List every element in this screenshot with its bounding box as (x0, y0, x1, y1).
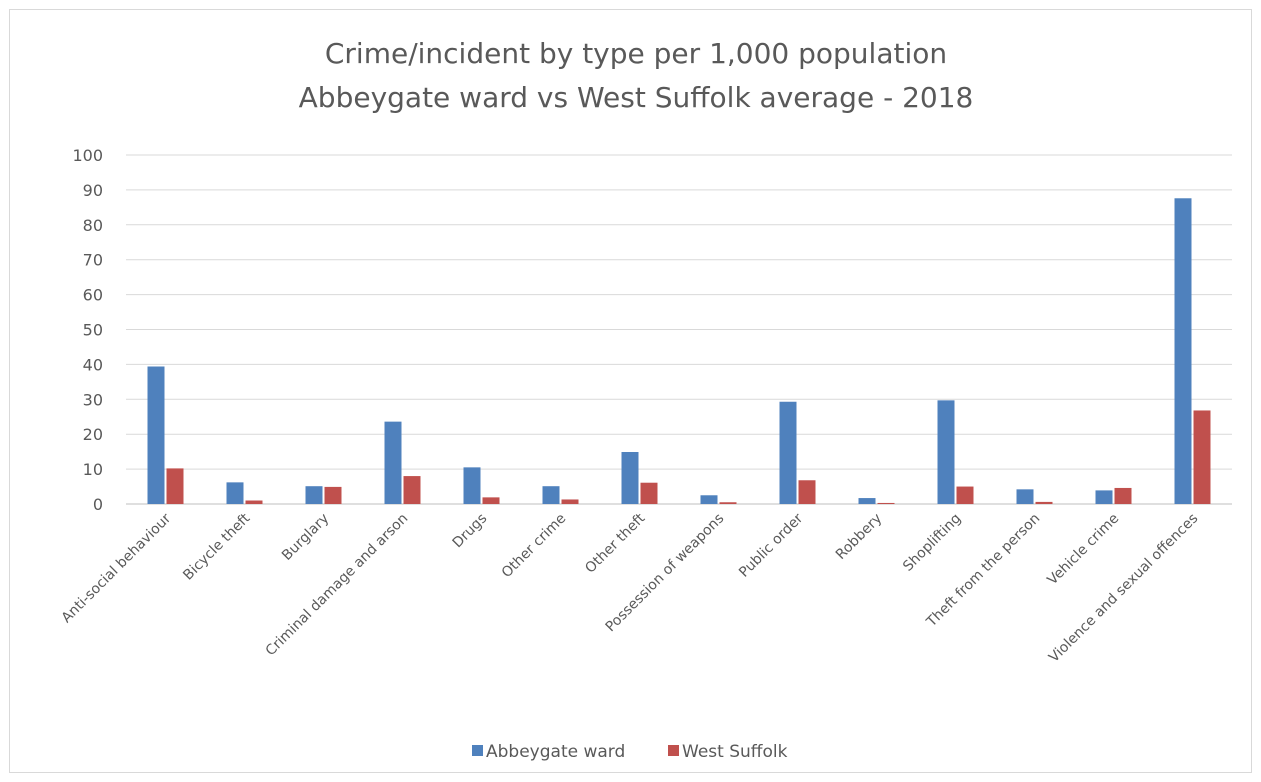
y-tick-label: 30 (83, 390, 103, 409)
x-tick-label: Criminal damage and arson (263, 511, 412, 660)
legend-item-abbeygate: Abbeygate ward (472, 742, 625, 762)
bar-west-suffolk (166, 468, 184, 504)
bar-abbeygate (1174, 198, 1192, 504)
y-tick-label: 100 (72, 146, 103, 165)
bar-west-suffolk (482, 497, 500, 504)
y-tick-label: 0 (93, 495, 103, 514)
bar-west-suffolk (640, 482, 658, 504)
x-tick-label: Drugs (450, 511, 491, 552)
legend-label: Abbeygate ward (486, 742, 625, 762)
bar-west-suffolk (324, 486, 342, 504)
y-tick-label: 40 (83, 355, 103, 374)
y-tick-label: 80 (83, 216, 103, 235)
y-tick-label: 20 (83, 425, 103, 444)
y-tick-label: 70 (83, 251, 103, 270)
bar-abbeygate (1016, 489, 1034, 504)
legend-label: West Suffolk (682, 742, 788, 762)
chart-frame (9, 9, 1252, 773)
bar-west-suffolk (561, 499, 579, 504)
bar-west-suffolk (1193, 410, 1211, 504)
y-tick-label: 10 (83, 460, 103, 479)
x-tick-label: Shoplifting (900, 511, 964, 575)
x-tick-label: Other crime (499, 511, 570, 582)
chart-title-line-1: Crime/incident by type per 1,000 populat… (325, 37, 947, 70)
bar-west-suffolk (798, 480, 816, 504)
bars (147, 198, 1211, 504)
legend-swatch (668, 745, 679, 756)
chart-title-line-2: Abbeygate ward vs West Suffolk average -… (299, 81, 974, 114)
bar-west-suffolk (403, 476, 421, 504)
bar-abbeygate (700, 495, 718, 504)
bar-abbeygate (305, 486, 323, 504)
bar-abbeygate (779, 401, 797, 504)
x-tick-label: Anti-social behaviour (59, 510, 175, 626)
bar-abbeygate (858, 498, 876, 504)
bar-abbeygate (463, 467, 481, 504)
bar-west-suffolk (1114, 487, 1132, 504)
legend-item-west-suffolk: West Suffolk (668, 742, 788, 762)
chart-title: Crime/incident by type per 1,000 populat… (299, 37, 974, 114)
grid-lines (126, 154, 1232, 505)
x-tick-label: Public order (736, 510, 806, 580)
bar-west-suffolk (719, 502, 737, 504)
x-tick-label: Vehicle crime (1044, 511, 1122, 589)
bar-abbeygate (384, 421, 402, 504)
bar-abbeygate (542, 486, 560, 504)
x-axis-labels: Anti-social behaviour Bicycle theft Burgla… (59, 510, 1202, 666)
x-tick-label: Robbery (833, 511, 885, 563)
y-tick-label: 60 (83, 286, 103, 305)
bar-west-suffolk (1035, 501, 1053, 504)
legend: Abbeygate ward West Suffolk (472, 742, 788, 762)
y-axis-ticks: 0 10 20 30 40 50 60 70 80 90 100 (72, 146, 103, 514)
bar-abbeygate (226, 482, 244, 504)
bar-abbeygate (147, 366, 165, 504)
bar-abbeygate (937, 400, 955, 504)
x-tick-label: Violence and sexual offences (1046, 511, 1201, 666)
bar-abbeygate (1095, 490, 1113, 504)
legend-swatch (472, 745, 483, 756)
bar-west-suffolk (245, 500, 263, 504)
x-tick-label: Bicycle theft (180, 510, 253, 583)
x-tick-label: Burglary (279, 511, 332, 564)
y-tick-label: 90 (83, 181, 103, 200)
bar-west-suffolk (877, 502, 895, 504)
y-tick-label: 50 (83, 321, 103, 340)
x-tick-label: Other theft (582, 510, 648, 576)
bar-west-suffolk (956, 486, 974, 504)
bar-abbeygate (621, 451, 639, 504)
